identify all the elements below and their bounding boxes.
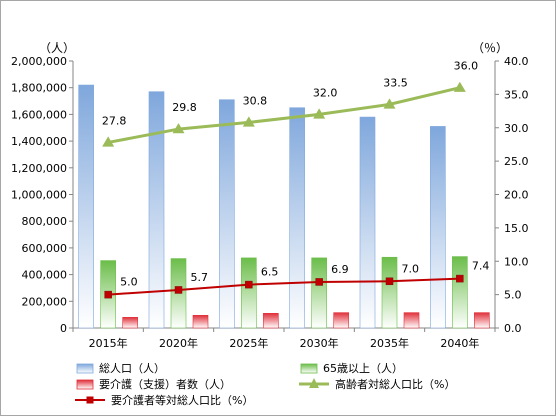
left-tick-label: 1,600,000 [11, 108, 67, 121]
right-tick-label: 30.0 [504, 122, 529, 135]
legend-label-2: 65歳以上（人） [323, 362, 403, 375]
left-tick-label: 1,400,000 [11, 135, 67, 148]
bar-2 [241, 257, 257, 329]
line-marker-1 [383, 98, 396, 109]
bar-2 [452, 256, 468, 329]
line-marker-1 [172, 123, 185, 134]
line-marker-1 [313, 108, 326, 119]
data-label-2: 6.5 [261, 266, 279, 279]
x-tick-label: 2030年 [300, 336, 339, 350]
right-tick-label: 5.0 [504, 289, 522, 302]
data-label-1: 36.0 [454, 60, 479, 73]
bar-3 [192, 315, 209, 329]
x-tick-label: 2015年 [89, 336, 128, 350]
data-label-2: 7.4 [472, 260, 490, 273]
legend-marker-5 [86, 396, 94, 404]
data-label-1: 30.8 [243, 94, 268, 107]
x-tick-label: 2035年 [370, 336, 409, 350]
x-tick-label: 2020年 [159, 336, 198, 350]
line-marker-2 [245, 280, 253, 289]
legend-label-1: 総人口（人） [99, 361, 165, 375]
legend-marker-4 [309, 378, 319, 388]
bar-1 [359, 116, 376, 329]
x-tick-label: 2025年 [229, 336, 268, 350]
data-label-1: 33.5 [383, 76, 408, 89]
bar-2 [381, 256, 398, 329]
legend: 総人口（人） 65歳以上（人） 要介護（支援）者数（人） 高齢者対総人口比（%） 要介護… [75, 361, 455, 407]
line-marker-1 [242, 116, 255, 127]
right-tick-label: 10.0 [504, 255, 529, 268]
data-label-1: 27.8 [102, 114, 127, 127]
data-label-1: 29.8 [172, 101, 197, 114]
data-label-2: 5.0 [120, 276, 137, 289]
right-tick-label: 40.0 [504, 55, 529, 68]
data-label-2: 6.9 [331, 263, 349, 276]
plot-layer: 0 200,000 400,000 600,000 800,000 1,000,000 1,… [11, 55, 528, 350]
data-label-1: 32.0 [313, 86, 338, 99]
bar-1 [78, 84, 94, 329]
bar-2 [311, 257, 327, 329]
line-series-1 [107, 86, 461, 144]
right-tick-label: 35.0 [504, 88, 529, 101]
line-marker-1 [453, 81, 466, 92]
line-marker-2 [104, 290, 112, 299]
bar-3 [263, 313, 279, 329]
x-tick-label: 2040年 [440, 336, 479, 350]
bar-1 [219, 99, 235, 329]
left-tick-label: 800,000 [22, 215, 68, 228]
left-tick-label: 200,000 [22, 295, 68, 308]
left-tick-label: 1,200,000 [11, 162, 67, 175]
line-marker-2 [456, 274, 464, 283]
line-marker-1 [102, 136, 115, 147]
legend-label-4: 高齢者対総人口比（%） [335, 377, 455, 391]
left-tick-label: 1,800,000 [11, 82, 67, 95]
right-axis-unit: （％） [472, 41, 508, 55]
left-tick-label: 400,000 [22, 269, 68, 282]
line-marker-2 [315, 278, 323, 286]
line-marker-2 [385, 277, 394, 286]
bar-3 [474, 312, 490, 329]
right-tick-label: 20.0 [504, 189, 529, 202]
bar-3 [333, 312, 349, 329]
legend-swatch-3 [76, 379, 94, 390]
data-label-2: 7.0 [402, 262, 420, 275]
legend-swatch-1 [76, 363, 94, 374]
right-tick-label: 0.0 [504, 322, 522, 335]
left-tick-label: 1,000,000 [11, 189, 67, 202]
legend-label-5: 要介護者等対総人口比（%） [111, 393, 253, 407]
line-marker-2 [174, 286, 183, 294]
right-tick-label: 25.0 [504, 155, 529, 168]
bar-3 [122, 317, 138, 329]
right-tick-label: 15.0 [504, 222, 529, 235]
line-series-2 [108, 277, 460, 296]
left-tick-label: 600,000 [22, 242, 68, 255]
bar-1 [430, 126, 446, 329]
left-axis-unit: （人） [39, 41, 75, 55]
bar-3 [403, 312, 420, 329]
legend-swatch-2 [300, 363, 318, 374]
legend-label-3: 要介護（支援）者数（人） [99, 377, 231, 391]
bar-1 [148, 91, 165, 329]
left-tick-label: 0 [60, 322, 67, 335]
bar-1 [289, 107, 305, 329]
data-label-2: 5.7 [191, 271, 209, 284]
left-tick-label: 2,000,000 [11, 55, 67, 68]
